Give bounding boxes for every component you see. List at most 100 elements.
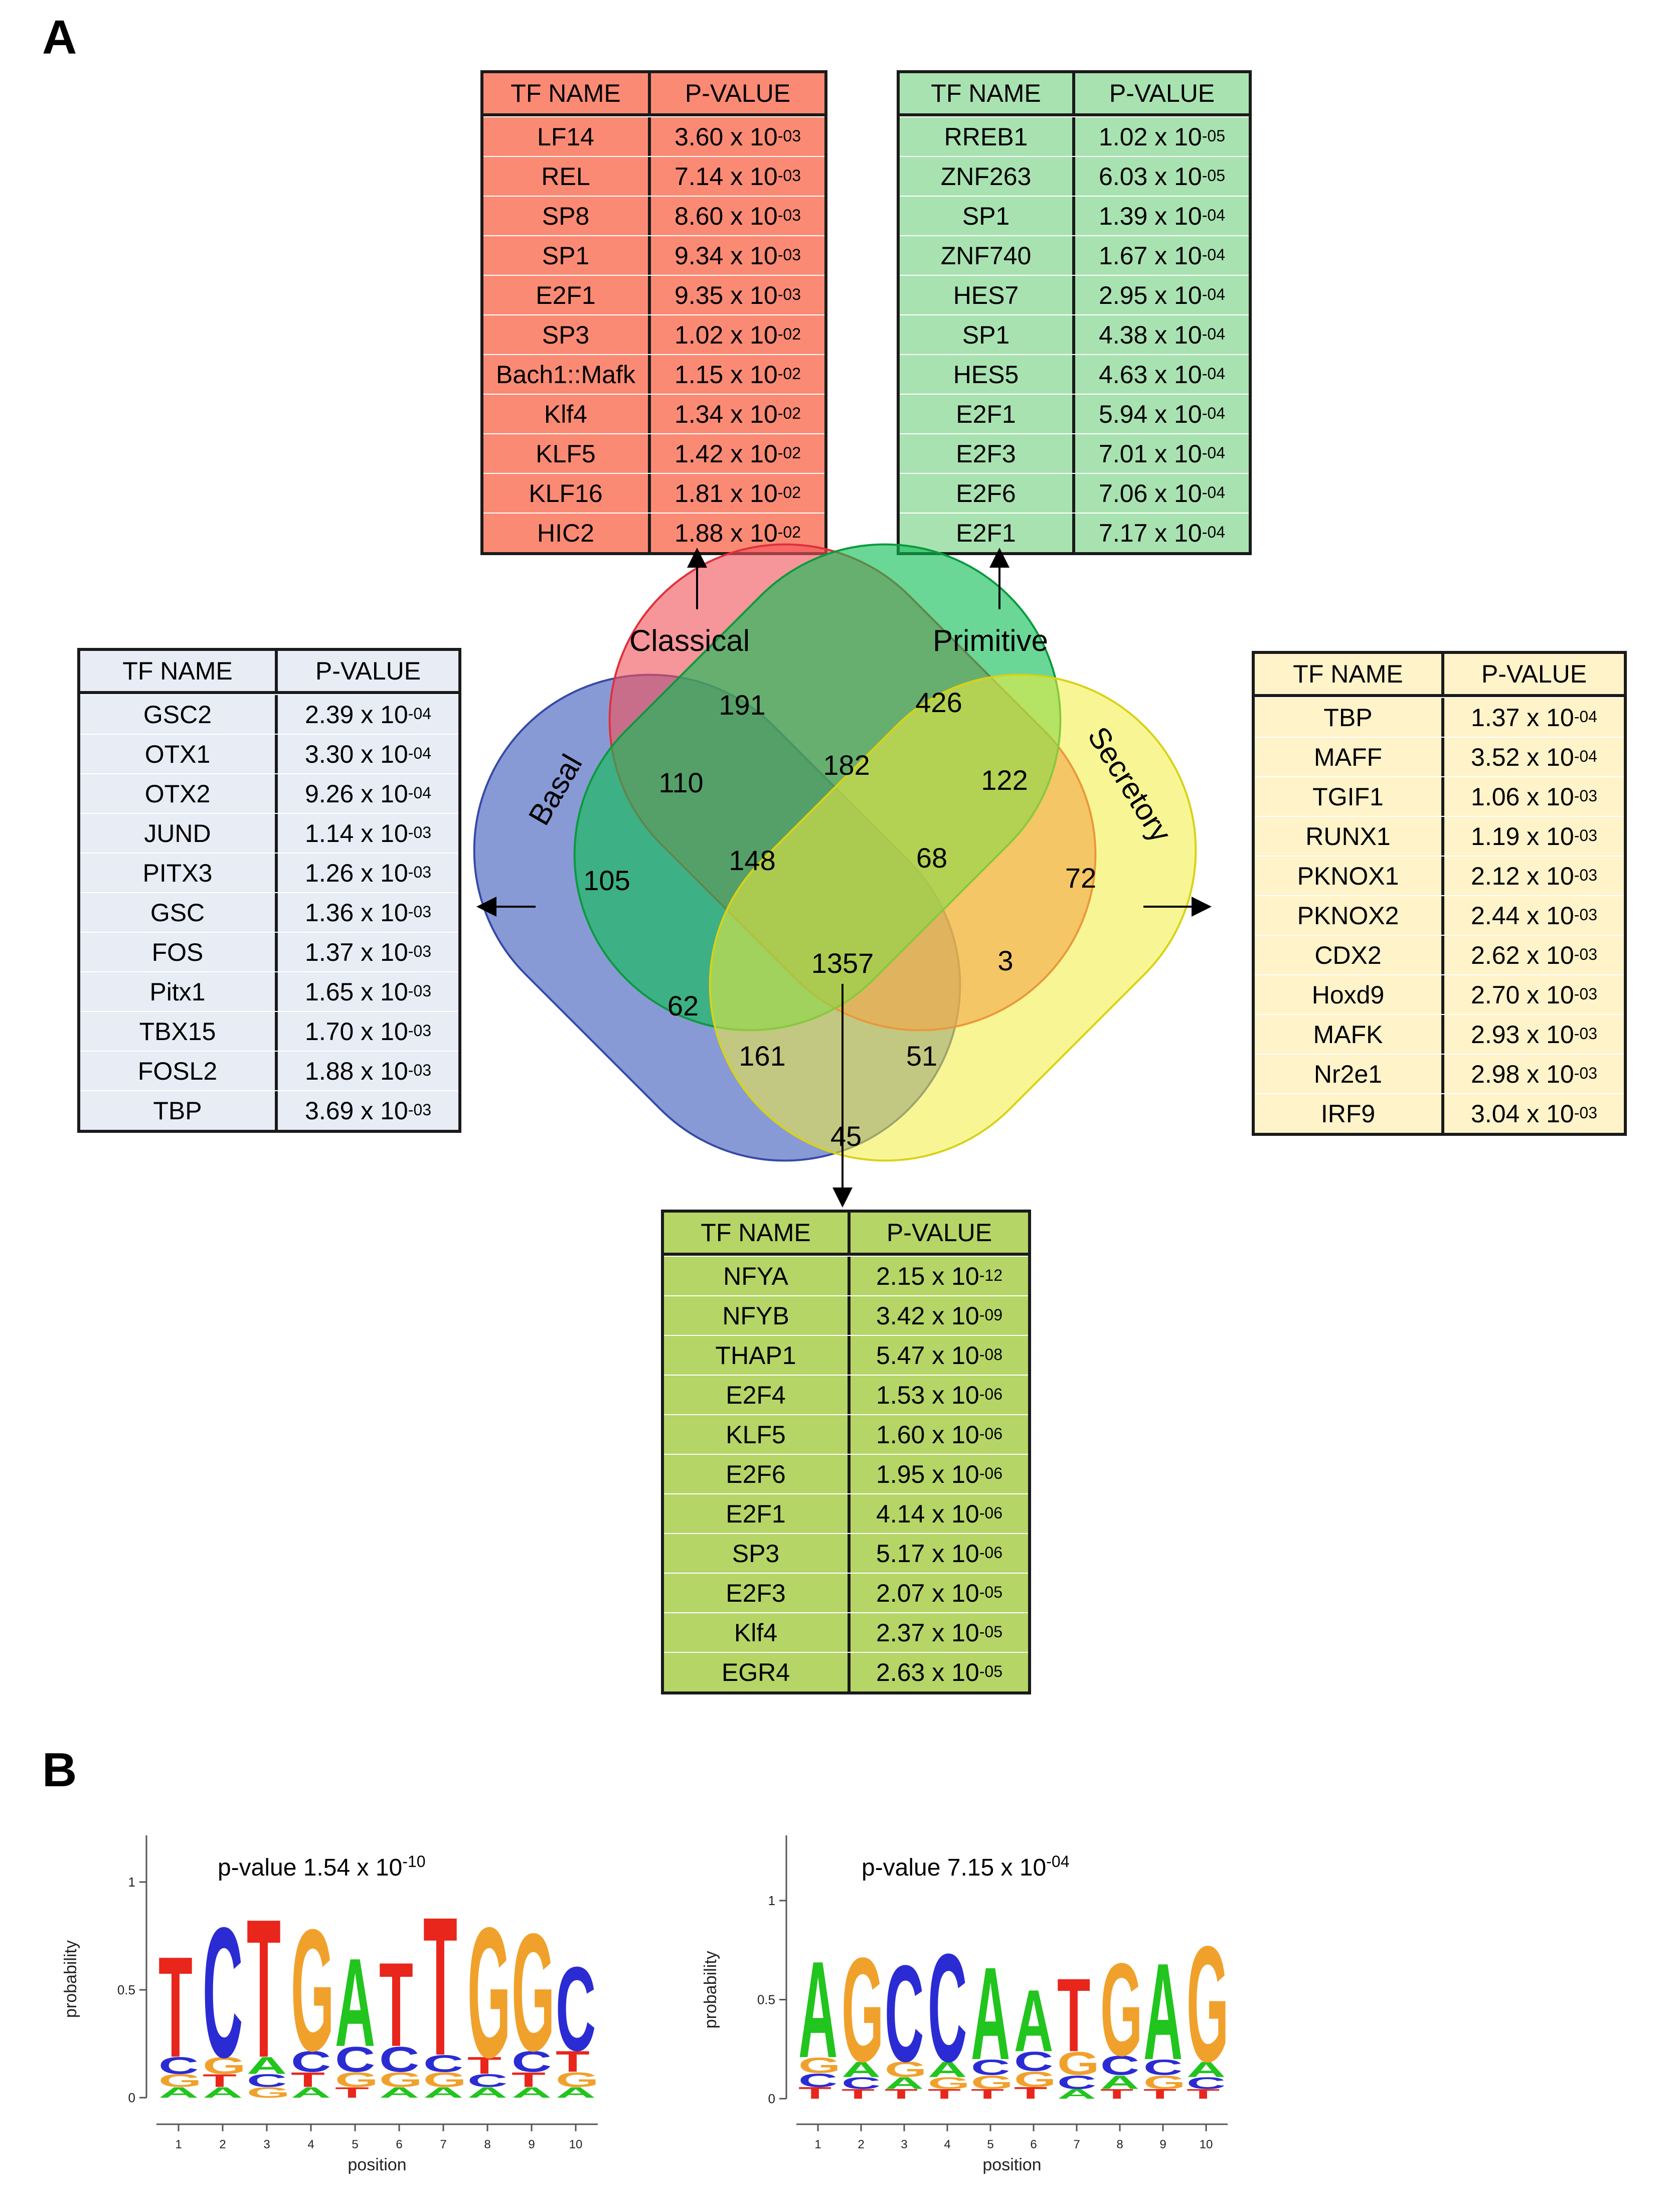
table-row: E2F1 9.35 x 10 -03	[483, 275, 824, 314]
x-tick-label: 2	[858, 2138, 864, 2151]
p-value-mantissa: 1.53 x 10	[876, 1381, 979, 1409]
logo-letter-c: C	[203, 1889, 243, 2096]
p-value-mantissa: 5.17 x 10	[876, 1539, 979, 1568]
x-tick-label: 9	[1159, 2138, 1166, 2151]
p-value-mantissa: 1.65 x 10	[305, 977, 408, 1006]
logo-letter-c: C	[1014, 2047, 1053, 2077]
logo-letter-g: G	[798, 2053, 841, 2078]
p-value-mantissa: 2.44 x 10	[1471, 901, 1574, 930]
p-value-mantissa: 2.39 x 10	[305, 700, 408, 729]
p-value-cell: 1.65 x 10 -03	[305, 977, 431, 1006]
tf-name-cell: FOSL2	[80, 1052, 278, 1090]
table-row: MAFK 2.93 x 10 -03	[1255, 1014, 1624, 1054]
p-value-mantissa: 3.52 x 10	[1471, 743, 1574, 771]
logo-letter-a: A	[1100, 2072, 1139, 2093]
p-value-cell: 2.62 x 10 -03	[1471, 941, 1597, 969]
tf-name-cell: EGR4	[664, 1653, 851, 1691]
tf-name-cell: REL	[483, 157, 651, 196]
logo-letter-c: C	[247, 2071, 287, 2091]
x-tick-label: 10	[1200, 2138, 1213, 2151]
p-value-mantissa: 1.34 x 10	[675, 400, 778, 428]
table-row: Klf4 2.37 x 10 -05	[664, 1612, 1028, 1652]
x-tick-label: 6	[1030, 2138, 1037, 2151]
venn-count-secretory-only: 72	[1065, 862, 1096, 894]
p-value-cell: 6.03 x 10 -05	[1099, 162, 1225, 191]
table-row: NFYB 3.42 x 10 -09	[664, 1295, 1028, 1335]
table-row: MAFF 3.52 x 10 -04	[1255, 737, 1624, 776]
logo-letter-c: C	[1057, 2072, 1096, 2093]
secretory-tf-table: TF NAME P-VALUE TBP 1.37 x 10 -04 MAFF 3.52 x …	[1252, 651, 1627, 1136]
p-value-cell: 7.17 x 10 -04	[1099, 519, 1225, 547]
logo-letter-t: T	[1014, 2084, 1047, 2102]
tf-name-cell: IRF9	[1255, 1094, 1444, 1133]
venn-count-primitive-only: 426	[915, 687, 962, 718]
p-value-cell: 3.69 x 10 -03	[305, 1096, 431, 1125]
logo-letter-c: C	[158, 2053, 199, 2079]
logo-letter-g: G	[885, 2057, 927, 2082]
table-row: E2F1 5.94 x 10 -04	[900, 394, 1249, 433]
logo-letter-t: T	[203, 2071, 237, 2091]
p-value-mantissa: 2.07 x 10	[876, 1579, 979, 1607]
p-value-mantissa: 3.60 x 10	[675, 122, 778, 151]
header-tf-name: TF NAME	[80, 651, 278, 691]
logo-letter-c: C	[1187, 2074, 1226, 2093]
tf-name-cell: RREB1	[900, 117, 1075, 156]
table-header-row: TF NAME P-VALUE	[900, 73, 1249, 116]
logo-letter-c: C	[556, 1942, 596, 2076]
p-value-cell: 5.17 x 10 -06	[876, 1539, 1002, 1568]
p-value-cell: 2.98 x 10 -03	[1471, 1060, 1597, 1088]
tf-name-cell: ZNF740	[900, 236, 1075, 275]
logo-letter-t: T	[335, 2084, 369, 2101]
p-value-cell: 1.37 x 10 -04	[1471, 703, 1597, 732]
logo-letter-c: C	[335, 2039, 375, 2079]
logo-letter-a: A	[842, 2057, 881, 2082]
table-row: E2F3 2.07 x 10 -05	[664, 1573, 1028, 1612]
y-tick-label: 0.5	[117, 1982, 135, 1997]
venn-count-basal-secretory: 45	[830, 1120, 862, 1152]
logo-letter-c: C	[971, 2055, 1010, 2080]
tf-name-cell: HIC2	[483, 514, 651, 552]
p-value-mantissa: 1.42 x 10	[675, 439, 778, 468]
p-value-mantissa: 5.47 x 10	[876, 1341, 979, 1370]
table-row: E2F1 7.17 x 10 -04	[900, 513, 1249, 552]
tf-name-cell: E2F3	[900, 434, 1075, 473]
tf-name-cell: OTX2	[80, 774, 278, 813]
p-value-mantissa: 4.38 x 10	[1099, 320, 1202, 349]
p-value-cell: 3.42 x 10 -09	[876, 1301, 1002, 1330]
p-value-cell: 1.37 x 10 -03	[305, 938, 431, 966]
table-row: CDX2 2.62 x 10 -03	[1255, 935, 1624, 974]
p-value-cell: 3.60 x 10 -03	[675, 122, 801, 151]
logo-letter-g: G	[1143, 2072, 1186, 2093]
y-tick-label: 0	[768, 2091, 775, 2106]
p-value-mantissa: 3.30 x 10	[305, 740, 408, 768]
p-value-mantissa: 5.94 x 10	[1099, 400, 1202, 428]
table-row: TGIF1 1.06 x 10 -03	[1255, 776, 1624, 816]
venn-count-primitive-secretory: 122	[981, 764, 1028, 796]
logo-letter-a: A	[1143, 1935, 1183, 2089]
logo-letter-c: C	[467, 2071, 508, 2091]
table-row: Bach1::Mafk 1.15 x 10 -02	[483, 354, 824, 394]
table-row: REL 7.14 x 10 -03	[483, 156, 824, 196]
tf-name-cell: PKNOX2	[1255, 896, 1444, 935]
p-value-cell: 1.95 x 10 -06	[876, 1460, 1002, 1488]
logo-letter-c: C	[1100, 2050, 1139, 2081]
tf-name-cell: Klf4	[483, 395, 651, 433]
p-value-mantissa: 1.19 x 10	[1471, 822, 1574, 850]
tf-name-cell: KLF5	[483, 434, 651, 473]
p-value-cell: 2.39 x 10 -04	[305, 700, 431, 729]
table-row: TBX15 1.70 x 10 -03	[80, 1011, 458, 1051]
p-value-mantissa: 1.88 x 10	[675, 519, 778, 547]
logo-letter-t: T	[798, 2084, 831, 2102]
logo-letter-a: A	[1057, 2086, 1096, 2102]
logo-letter-a: A	[335, 1933, 375, 2074]
basal-tf-table: TF NAME P-VALUE GSC2 2.39 x 10 -04 OTX1 3.30 x…	[77, 648, 461, 1133]
venn-count-classical-primitive: 182	[823, 749, 870, 781]
tf-name-cell: E2F3	[664, 1574, 851, 1612]
p-value-mantissa: 1.06 x 10	[1471, 782, 1574, 811]
logo-letter-g: G	[467, 1889, 511, 2096]
table-row: KLF16 1.81 x 10 -02	[483, 473, 824, 513]
logo-letter-t: T	[1100, 2086, 1133, 2102]
p-value-cell: 1.14 x 10 -03	[305, 819, 431, 847]
p-value-cell: 1.19 x 10 -03	[1471, 822, 1597, 850]
logo-letter-a: A	[158, 2084, 199, 2101]
